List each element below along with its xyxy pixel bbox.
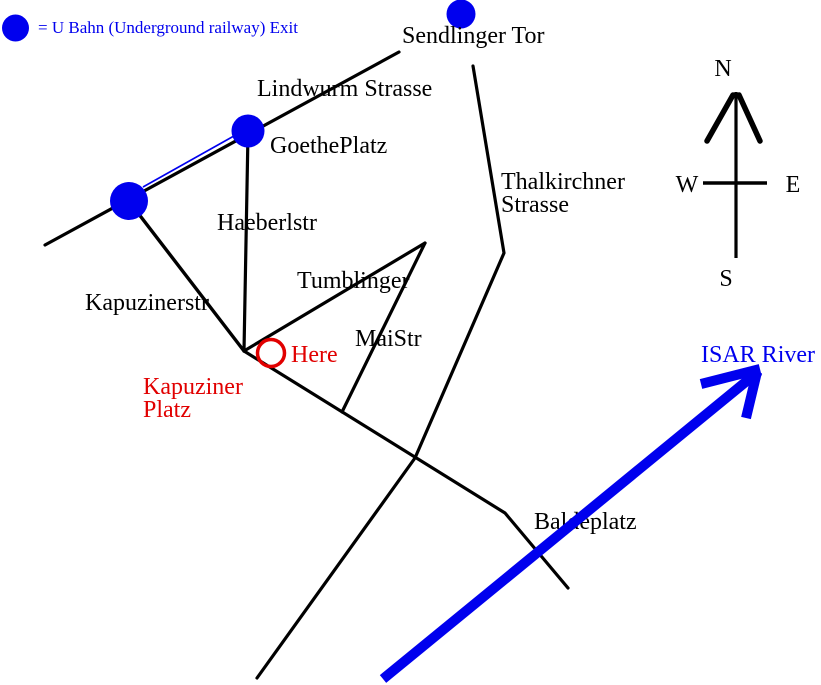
isar-arrow-barb-down: [741, 370, 762, 420]
roads: [43, 50, 570, 680]
ubahn-exit-icon: [110, 182, 148, 220]
compass-south-label: S: [719, 266, 732, 292]
here-marker: Here Kapuziner Platz: [143, 337, 338, 423]
here-label: Here: [291, 342, 338, 368]
isar-arrow-barb-left: [699, 364, 762, 389]
road-kapuzinerstr: [126, 198, 246, 353]
road-maistr: [340, 241, 427, 414]
tumblinger-label: Tumblinger: [297, 268, 409, 294]
legend: = U Bahn (Underground railway) Exit: [2, 14, 298, 42]
kapuzinerstr-label: Kapuzinerstr: [85, 290, 209, 316]
kapuziner-platz-label-line2: Platz: [143, 397, 191, 423]
haeberlstr-label: Haeberlstr: [217, 210, 317, 236]
compass-arrow-barb-right: [736, 92, 763, 144]
here-circle-icon: [255, 337, 287, 369]
legend-text: = U Bahn (Underground railway) Exit: [38, 18, 298, 37]
compass-east-label: E: [786, 172, 801, 198]
road-to-baldeplatz: [242, 349, 570, 590]
road-tumblinger: [242, 241, 427, 353]
compass-west-label: W: [676, 172, 699, 198]
isar-river-label: ISAR River: [701, 342, 815, 368]
road-haeberlstr: [242, 131, 250, 353]
ubahn-line: [142, 131, 242, 188]
compass-arrow-barb-left: [704, 92, 736, 144]
legend-ubahn-exit-icon: [2, 14, 29, 42]
compass-rose: N S W E: [676, 56, 801, 292]
thalkirchner-strasse-label-line1: Thalkirchner: [501, 169, 625, 195]
thalkirchner-strasse-label-line2: Strasse: [501, 192, 569, 218]
ubahn-station-markers: [110, 0, 476, 220]
kapuziner-platz-label-line1: Kapuziner: [143, 374, 243, 400]
sendlinger-tor-label: Sendlinger Tor: [402, 23, 545, 49]
isar-river-arrow: ISAR River: [379, 342, 815, 683]
road-thalkirchner-strasse: [255, 64, 506, 680]
isar-arrow-shaft: [379, 367, 763, 683]
maistr-label: MaiStr: [355, 326, 422, 352]
goetheplatz-label: GoethePlatz: [270, 133, 387, 159]
street-labels: Sendlinger Tor Lindwurm Strasse GoethePl…: [85, 23, 637, 535]
compass-north-label: N: [714, 56, 731, 82]
road-lindwurm-strasse: [43, 50, 401, 247]
ubahn-exit-icon: [446, 0, 476, 29]
ubahn-exit-icon: [231, 114, 265, 148]
lindwurm-strasse-label: Lindwurm Strasse: [257, 76, 432, 102]
